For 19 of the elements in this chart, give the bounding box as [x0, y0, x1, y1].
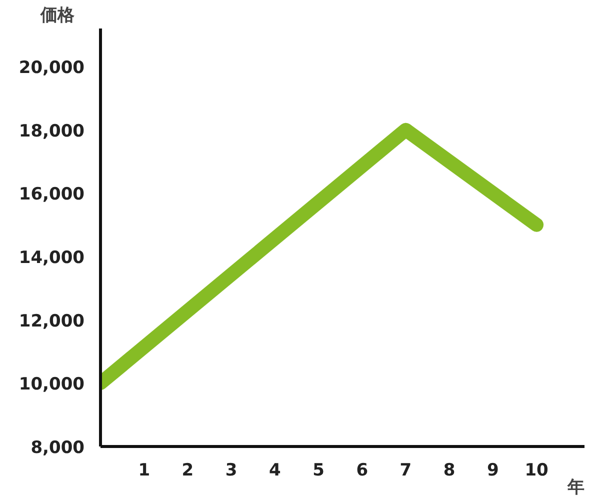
x-tick-label: 7 — [400, 460, 412, 480]
y-tick-label: 12,000 — [18, 311, 85, 332]
y-axis-title: 価格 — [40, 6, 76, 26]
x-tick-label: 1 — [138, 460, 150, 480]
y-tick-label: 16,000 — [18, 184, 85, 205]
x-tick-label: 5 — [312, 460, 324, 480]
x-tick-label: 2 — [182, 460, 194, 480]
y-tick-label: 20,000 — [18, 58, 85, 78]
x-tick-label: 6 — [356, 460, 368, 480]
y-tick-label: 8,000 — [30, 438, 85, 458]
y-tick-label: 14,000 — [18, 248, 85, 268]
x-tick-label: 9 — [487, 460, 499, 480]
y-tick-label: 10,000 — [18, 374, 85, 395]
x-tick-label: 3 — [225, 460, 238, 480]
x-tick-label: 8 — [443, 460, 456, 480]
x-axis-title: 年 — [566, 478, 584, 498]
x-tick-label: 10 — [524, 460, 549, 480]
y-tick-label: 18,000 — [18, 121, 85, 142]
x-tick-label: 4 — [269, 460, 281, 480]
